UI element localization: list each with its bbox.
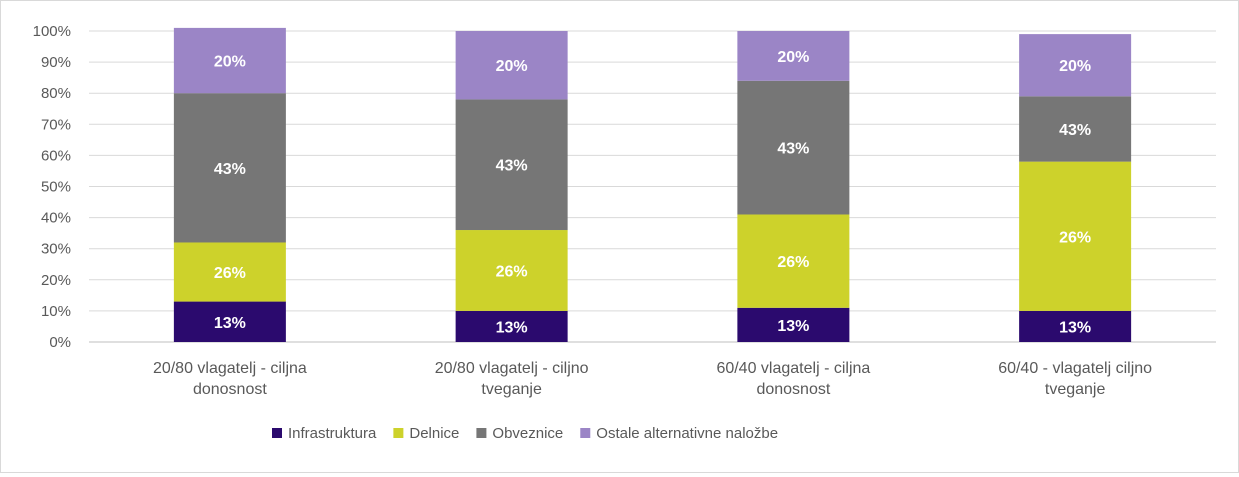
bar-segment-1-1 xyxy=(173,301,286,342)
data-labels: 13% 26% 43% 20% 13% 26% 43% 20% 13% 26% 43% 20% 13% 2… xyxy=(214,49,1091,337)
x-category-label-1: 20/80 vlagatelj - ciljna donosnost xyxy=(153,360,307,398)
data-label-4-2: 26% xyxy=(1059,229,1091,246)
legend-swatch-1 xyxy=(272,428,282,438)
data-label-4-3: 43% xyxy=(1059,122,1091,139)
data-label-3-3: 43% xyxy=(777,141,809,158)
y-tick-label-10: 10% xyxy=(41,303,71,320)
bar-segment-1-4 xyxy=(173,27,286,94)
y-tick-label-70: 70% xyxy=(41,116,71,133)
bar-segment-2-1 xyxy=(455,310,568,342)
legend-label-4: Ostale alternativne naložbe xyxy=(596,425,778,442)
bar-segment-3-1 xyxy=(737,307,850,342)
y-tick-label-40: 40% xyxy=(41,210,71,227)
y-tick-label-0: 0% xyxy=(49,334,71,351)
bar-segment-4-2 xyxy=(1019,161,1132,311)
x-category-label-3: 60/40 vlagatelj - ciljna donosnost xyxy=(716,360,870,398)
y-tick-label-50: 50% xyxy=(41,179,71,196)
x-axis-categories: 20/80 vlagatelj - ciljna donosnost 20/80 v… xyxy=(153,360,1152,398)
data-label-4-1: 13% xyxy=(1059,319,1091,336)
x-category-label-2: 20/80 vlagatelj - ciljno tveganje xyxy=(435,360,589,398)
y-tick-label-90: 90% xyxy=(41,54,71,71)
bar-segment-4-3 xyxy=(1019,96,1132,162)
data-label-3-2: 26% xyxy=(777,254,809,271)
y-tick-label-20: 20% xyxy=(41,272,71,289)
bar-segment-3-4 xyxy=(737,31,850,81)
y-tick-label-100: 100% xyxy=(33,23,71,40)
bars xyxy=(173,27,1132,342)
data-label-3-4: 20% xyxy=(777,49,809,66)
data-label-2-4: 20% xyxy=(496,58,528,75)
bar-segment-1-2 xyxy=(173,242,286,302)
x-category-label-4: 60/40 - vlagatelj ciljno tveganje xyxy=(998,360,1152,398)
y-tick-label-80: 80% xyxy=(41,85,71,102)
bar-segment-3-3 xyxy=(737,80,850,215)
data-label-3-1: 13% xyxy=(777,318,809,335)
data-label-1-1: 13% xyxy=(214,315,246,332)
data-label-4-4: 20% xyxy=(1059,58,1091,75)
bar-segment-2-4 xyxy=(455,31,568,100)
legend-label-1: Infrastruktura xyxy=(288,425,377,442)
bar-segment-4-1 xyxy=(1019,310,1132,342)
bar-segment-3-2 xyxy=(737,214,850,308)
legend-swatch-3 xyxy=(476,428,487,438)
data-label-1-2: 26% xyxy=(214,265,246,282)
legend-label-3: Obveznice xyxy=(492,425,563,442)
legend: Infrastruktura Delnice Obveznice Ostale alt… xyxy=(272,425,778,442)
bar-segment-4-4 xyxy=(1019,34,1132,97)
data-label-1-4: 20% xyxy=(214,54,246,71)
legend-swatch-4 xyxy=(580,428,591,438)
data-label-2-1: 13% xyxy=(496,319,528,336)
y-axis-ticks: 0% 10% 20% 30% 40% 50% 60% 70% 80% 90% 100% xyxy=(33,23,71,351)
data-label-2-2: 26% xyxy=(496,263,528,280)
legend-label-2: Delnice xyxy=(409,425,459,442)
legend-swatch-2 xyxy=(393,428,404,438)
data-label-2-3: 43% xyxy=(496,158,528,175)
data-label-1-3: 43% xyxy=(214,161,246,178)
bar-segment-2-2 xyxy=(455,230,568,311)
y-tick-label-30: 30% xyxy=(41,241,71,258)
y-tick-label-60: 60% xyxy=(41,147,71,164)
bar-segment-1-3 xyxy=(173,93,286,243)
bar-segment-2-3 xyxy=(455,99,568,231)
